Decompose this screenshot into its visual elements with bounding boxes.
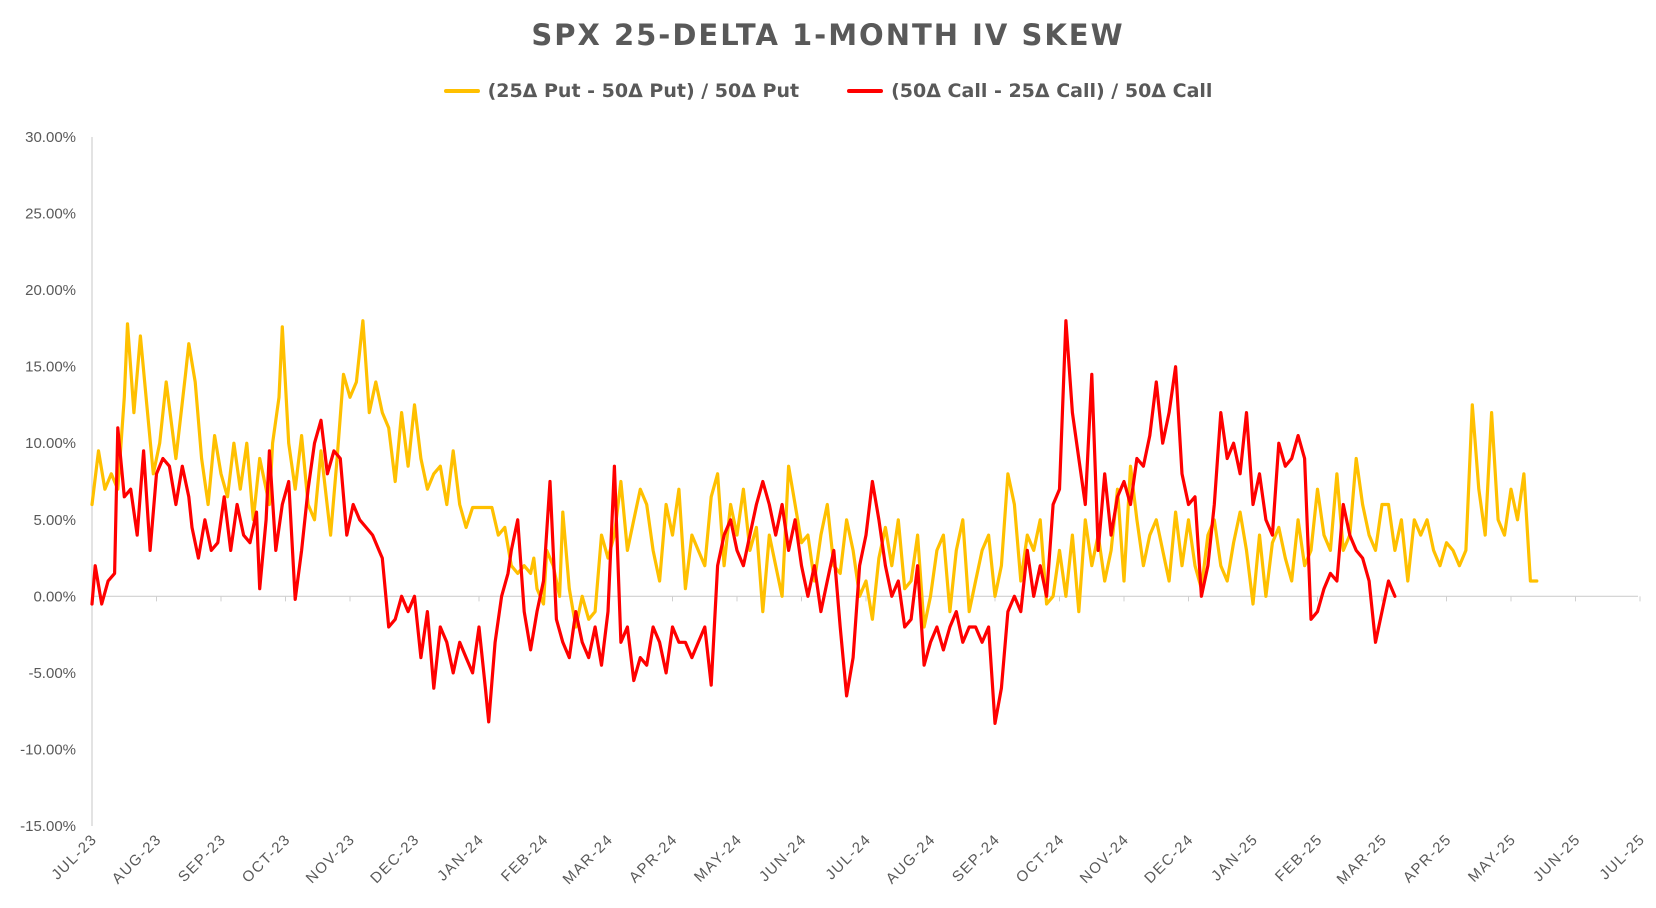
x-axis: JUL-23 AUG-23 SEP-23 OCT-23 NOV-23 DEC-23 JAN-… — [48, 595, 1649, 888]
x-tick-label: JUL-23 — [48, 831, 101, 884]
y-tick-label: 30.00% — [25, 129, 76, 146]
x-tick-label: APR-25 — [1400, 831, 1456, 887]
x-tick-label: NOV-24 — [1077, 831, 1133, 887]
x-tick-label: MAR-25 — [1334, 831, 1391, 888]
y-tick-label: 15.00% — [25, 359, 76, 376]
x-tick-label: APR-24 — [626, 831, 682, 887]
legend-label-put: (25Δ Put - 50Δ Put) / 50Δ Put — [487, 80, 800, 102]
x-tick-label: AUG-24 — [883, 831, 940, 888]
x-tick-label: JAN-25 — [1208, 831, 1262, 885]
x-tick-label: AUG-23 — [109, 831, 166, 888]
x-tick-label: SEP-23 — [175, 831, 230, 886]
x-tick-label: MAY-24 — [691, 831, 746, 886]
x-tick-label: FEB-24 — [498, 831, 552, 885]
legend: (25Δ Put - 50Δ Put) / 50Δ Put (50Δ Call … — [0, 80, 1656, 102]
y-tick-label: -15.00% — [20, 818, 76, 835]
legend-swatch-put — [443, 89, 480, 93]
x-tick-label: OCT-24 — [1013, 831, 1069, 887]
x-tick-label: MAY-25 — [1465, 831, 1520, 886]
x-tick-label: JUL-24 — [822, 831, 875, 884]
x-tick-label: MAR-24 — [560, 831, 617, 888]
legend-label-call: (50Δ Call - 25Δ Call) / 50Δ Call — [891, 80, 1213, 102]
y-axis: 30.00% 25.00% 20.00% 15.00% 10.00% 5.00% 0.00%… — [20, 129, 93, 835]
series-line-call-skew — [90, 319, 1397, 725]
x-tick-label: JAN-24 — [434, 831, 488, 885]
legend-swatch-call — [847, 89, 884, 93]
y-tick-label: 20.00% — [25, 282, 76, 299]
legend-item-put: (25Δ Put - 50Δ Put) / 50Δ Put — [443, 80, 800, 102]
y-tick-label: 0.00% — [33, 588, 76, 605]
series-layer — [90, 319, 1539, 725]
x-tick-label: JUN-25 — [1530, 831, 1584, 885]
x-tick-label: DEC-23 — [367, 831, 423, 887]
x-tick-label: NOV-23 — [303, 831, 359, 887]
y-tick-label: -10.00% — [20, 741, 76, 758]
y-tick-label: 5.00% — [33, 512, 76, 529]
x-tick-label: SEP-24 — [949, 831, 1004, 886]
x-tick-label: JUL-25 — [1596, 831, 1649, 884]
y-tick-label: -5.00% — [28, 665, 76, 682]
y-tick-label: 25.00% — [25, 206, 76, 223]
chart-title: SPX 25-DELTA 1-MONTH IV SKEW — [531, 18, 1125, 52]
x-tick-label: OCT-23 — [239, 831, 295, 887]
y-tick-label: 10.00% — [25, 435, 76, 452]
legend-item-call: (50Δ Call - 25Δ Call) / 50Δ Call — [847, 80, 1212, 102]
x-tick-label: JUN-24 — [756, 831, 810, 885]
x-tick-label: DEC-24 — [1141, 831, 1197, 887]
x-tick-label: FEB-25 — [1272, 831, 1326, 885]
series-line-put-skew — [90, 319, 1539, 629]
